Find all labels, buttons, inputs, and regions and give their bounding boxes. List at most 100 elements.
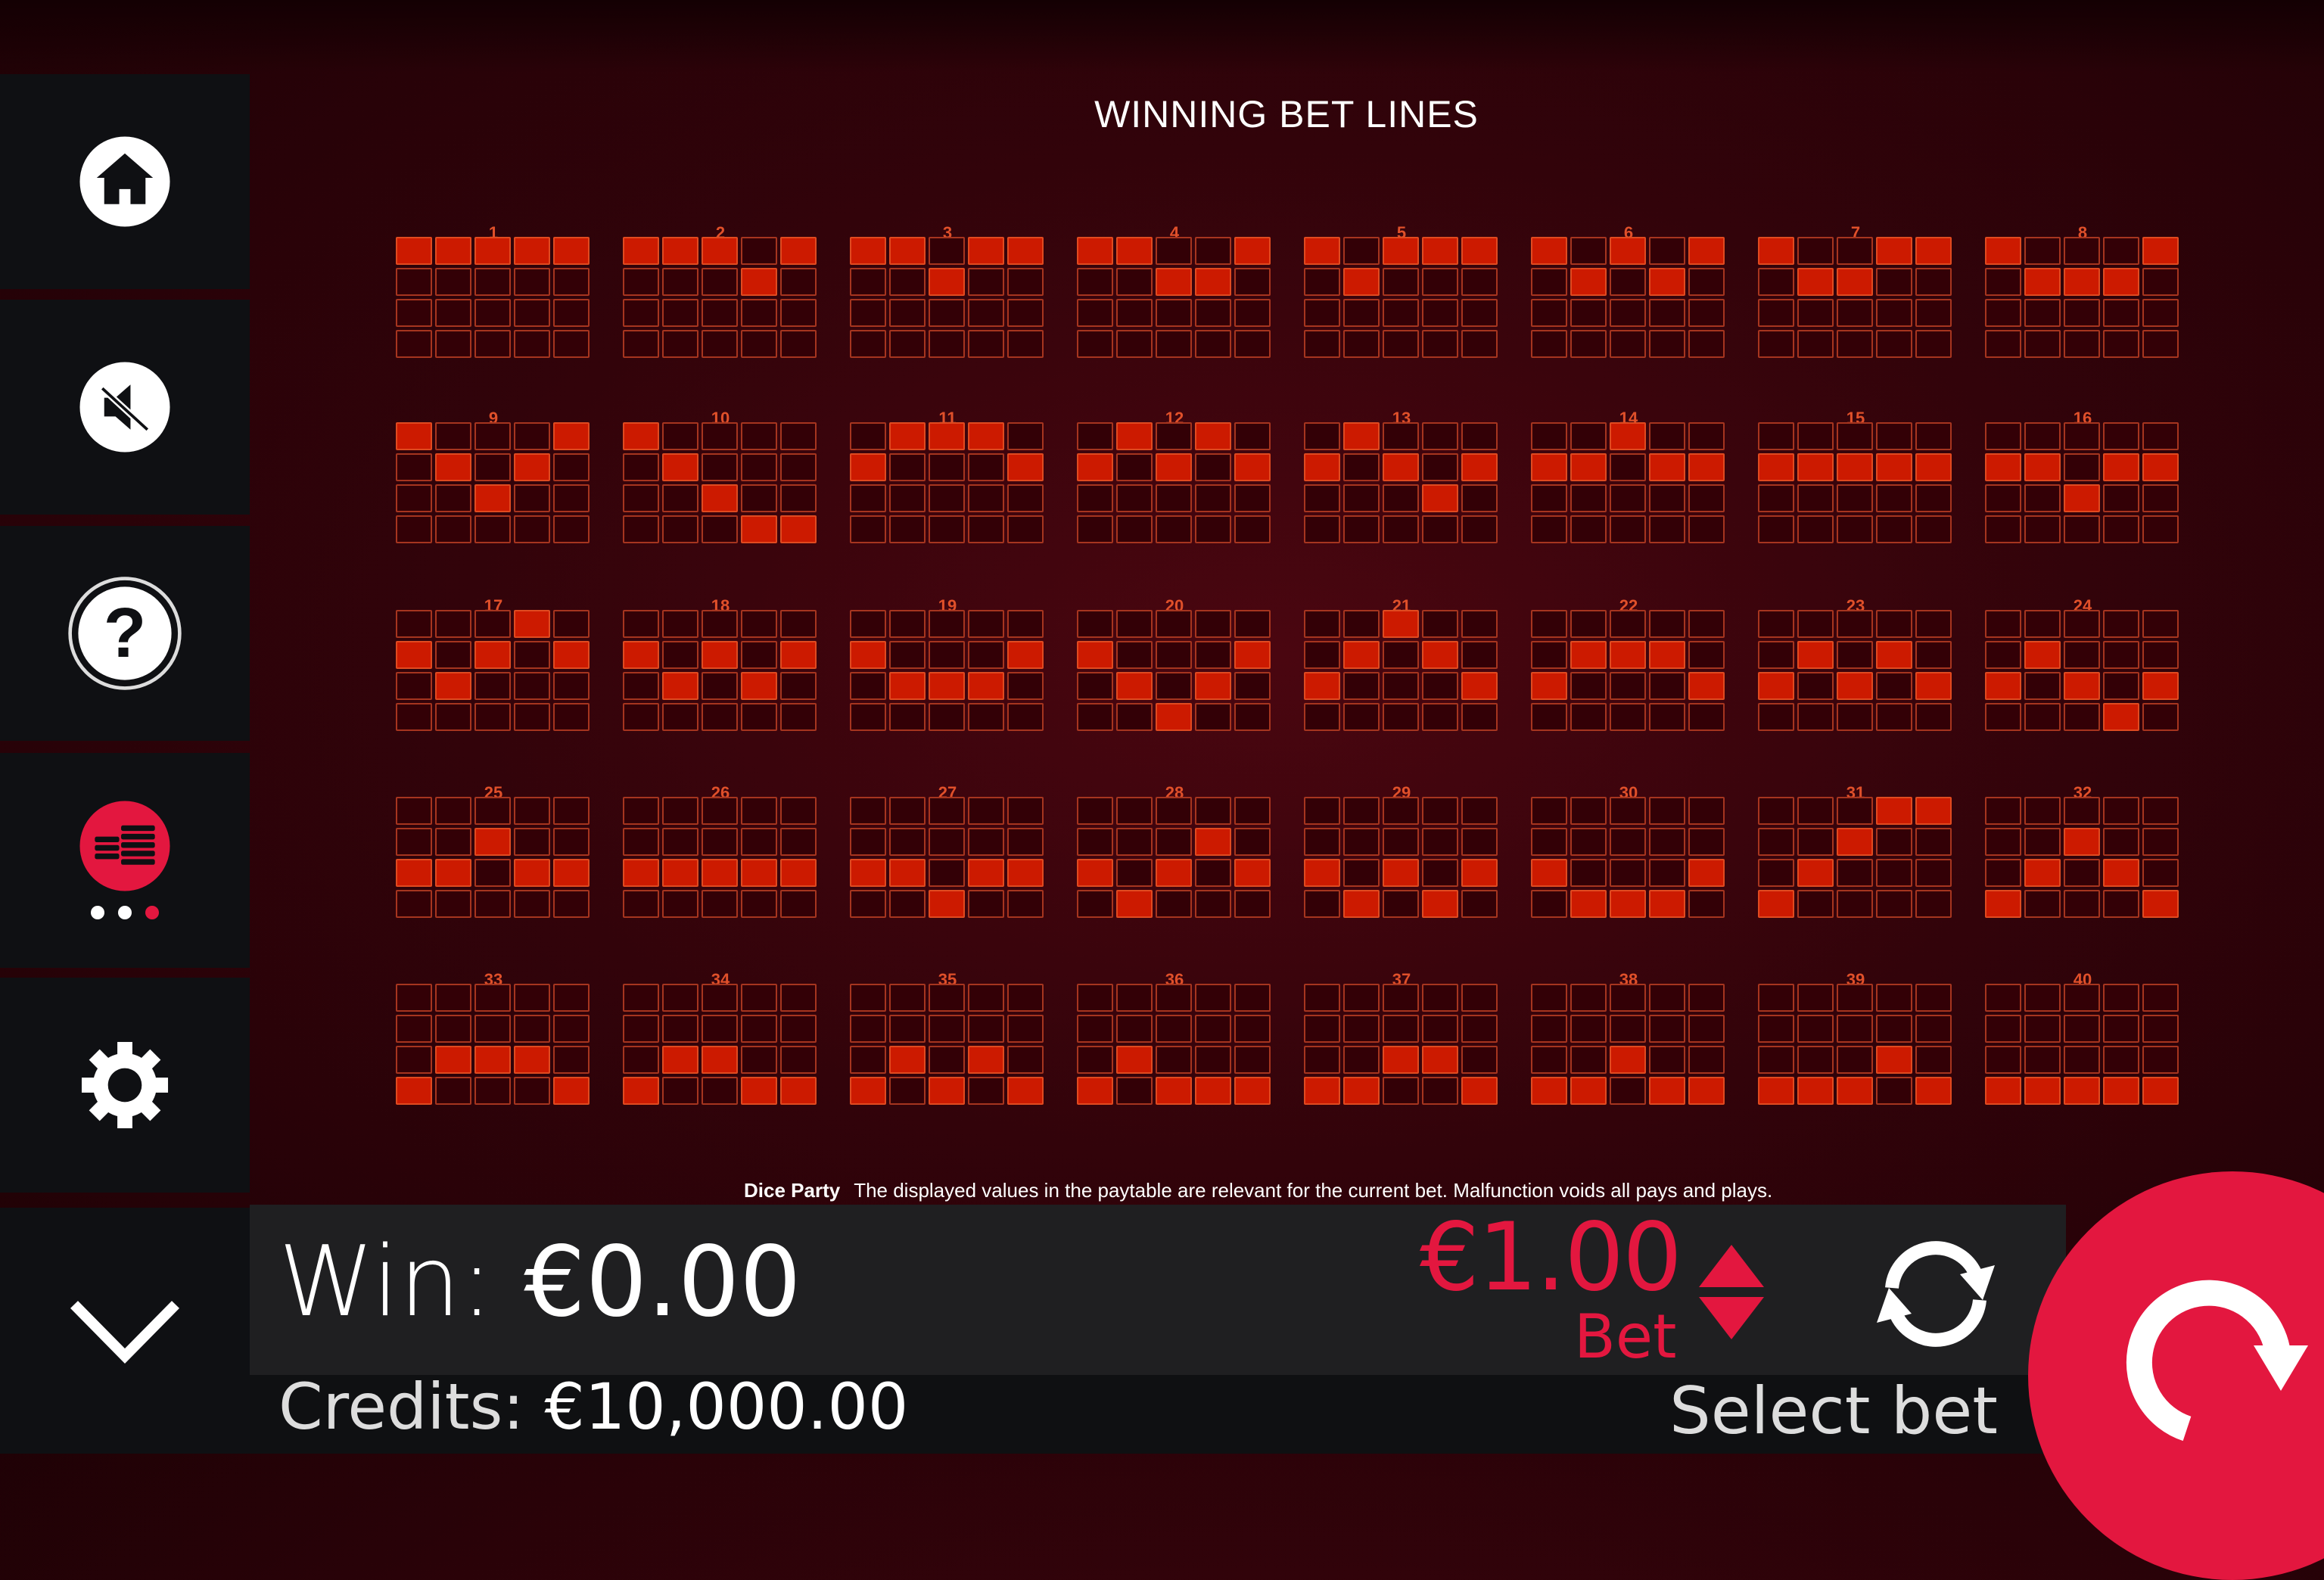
line-cell <box>435 797 471 825</box>
line-cell <box>2142 299 2179 327</box>
line-cell <box>1422 453 1458 481</box>
line-cell <box>1422 703 1458 731</box>
line-cell <box>1649 299 1685 327</box>
line-cell-active <box>2142 237 2179 265</box>
line-cell-active <box>1649 1077 1685 1105</box>
line-cell <box>474 268 511 296</box>
line-cell <box>1007 1015 1044 1043</box>
line-cell <box>1461 890 1498 918</box>
line-cell <box>1837 515 1873 543</box>
line-cell-active <box>474 237 511 265</box>
line-cell <box>1461 484 1498 512</box>
line-cell-active <box>1610 1046 1646 1074</box>
line-cell <box>662 330 698 358</box>
line-cell <box>1531 797 1567 825</box>
line-cell-active <box>1422 890 1458 918</box>
sound-toggle-button[interactable] <box>0 300 250 515</box>
line-cell <box>1985 484 2021 512</box>
line-cell-active <box>623 237 659 265</box>
home-button[interactable] <box>0 74 250 289</box>
line-cell <box>1383 268 1419 296</box>
line-cell <box>850 484 886 512</box>
line-cell <box>435 1077 471 1105</box>
bet-coins-button[interactable] <box>0 753 250 968</box>
line-cell-active <box>396 422 432 450</box>
line-cell-active <box>1610 237 1646 265</box>
line-cell <box>889 797 926 825</box>
line-cell <box>1688 1015 1725 1043</box>
line-cell <box>396 299 432 327</box>
bet-decrease-arrow-icon[interactable] <box>1699 1297 1764 1339</box>
collapse-menu-button[interactable] <box>0 1208 250 1454</box>
help-button[interactable]: ? <box>0 526 250 741</box>
line-cell <box>1156 422 1192 450</box>
line-cell <box>1610 453 1646 481</box>
line-cell <box>1758 515 1794 543</box>
line-cell <box>1837 1015 1873 1043</box>
line-cell <box>553 672 590 700</box>
settings-button[interactable] <box>0 978 250 1193</box>
line-cell <box>1688 610 1725 638</box>
line-cell-active <box>1688 237 1725 265</box>
line-cell-active <box>1383 237 1419 265</box>
bet-increase-arrow-icon[interactable] <box>1699 1245 1764 1287</box>
line-cell <box>1343 1015 1380 1043</box>
line-cell <box>1343 1046 1380 1074</box>
line-cell <box>968 453 1004 481</box>
line-cell <box>553 1015 590 1043</box>
line-cell <box>2103 828 2139 856</box>
line-cell-active <box>553 237 590 265</box>
line-cell <box>741 453 777 481</box>
line-cell <box>1383 890 1419 918</box>
line-cell <box>1304 515 1340 543</box>
line-cell <box>2024 1015 2061 1043</box>
line-cell <box>1837 237 1873 265</box>
line-cell <box>1570 330 1607 358</box>
line-cell <box>1797 828 1834 856</box>
line-cell <box>662 1077 698 1105</box>
line-cell-active <box>1531 453 1567 481</box>
line-cell <box>1837 1046 1873 1074</box>
line-cell-active <box>553 859 590 887</box>
line-cell <box>2103 672 2139 700</box>
line-cell <box>553 453 590 481</box>
line-cell <box>1304 828 1340 856</box>
line-cell-active <box>1649 641 1685 669</box>
line-cell <box>1195 641 1231 669</box>
line-cell <box>1649 237 1685 265</box>
line-cell <box>1007 797 1044 825</box>
line-cell <box>1156 299 1192 327</box>
line-cell-active <box>1985 237 2021 265</box>
line-cell <box>2064 237 2100 265</box>
line-cell <box>396 515 432 543</box>
line-cell <box>1876 703 1912 731</box>
line-cell <box>850 890 886 918</box>
line-cell-active <box>1195 828 1231 856</box>
line-cell <box>1077 1015 1113 1043</box>
spin-button[interactable] <box>2028 1171 2324 1580</box>
line-cell-active <box>1461 453 1498 481</box>
line-cell-active <box>1531 237 1567 265</box>
line-cell <box>780 453 817 481</box>
line-cell <box>1156 1046 1192 1074</box>
line-cell <box>1570 1015 1607 1043</box>
line-cell <box>1531 1046 1567 1074</box>
line-cell <box>2024 422 2061 450</box>
line-cell <box>1077 610 1113 638</box>
line-cell <box>2142 641 2179 669</box>
line-cell-active <box>2024 268 2061 296</box>
line-cell <box>1077 828 1113 856</box>
line-cell <box>1343 703 1380 731</box>
line-cell <box>1531 984 1567 1012</box>
line-cell <box>2142 859 2179 887</box>
line-cell <box>1195 703 1231 731</box>
line-cell <box>741 484 777 512</box>
line-cell-active <box>702 484 738 512</box>
line-cell <box>1383 484 1419 512</box>
line-cell <box>1007 330 1044 358</box>
line-cell <box>968 299 1004 327</box>
line-cell <box>1758 1015 1794 1043</box>
autoplay-refresh-icon[interactable] <box>1869 1235 2002 1353</box>
line-cell <box>2142 1015 2179 1043</box>
line-cell-active <box>2142 890 2179 918</box>
